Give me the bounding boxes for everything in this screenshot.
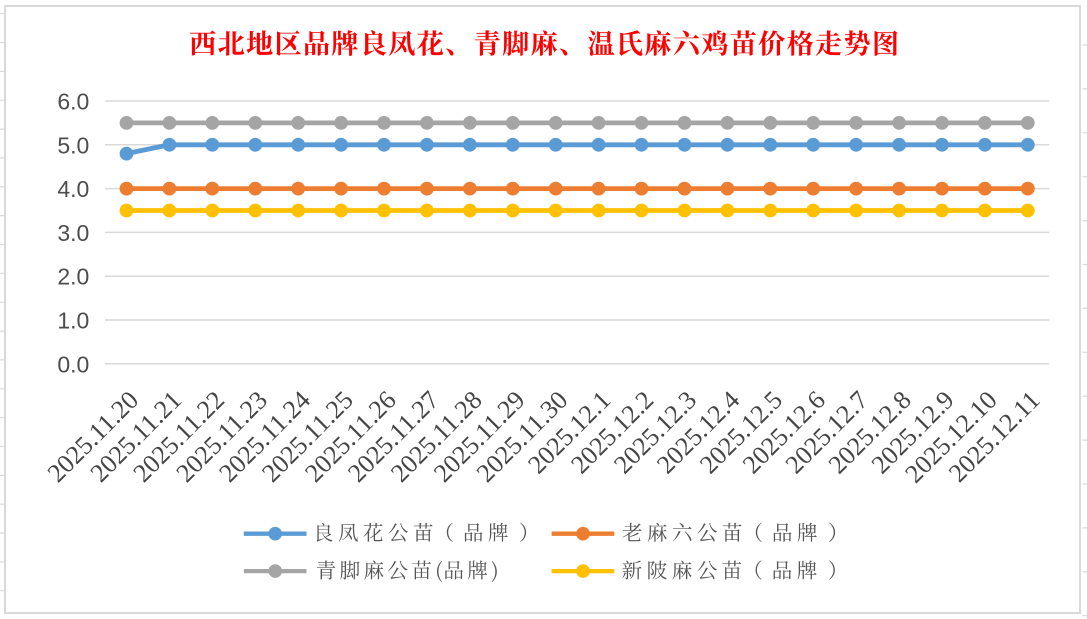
svg-text:4.0: 4.0 bbox=[57, 176, 89, 202]
svg-text:3.0: 3.0 bbox=[57, 220, 89, 246]
svg-text:6.0: 6.0 bbox=[57, 89, 89, 115]
svg-text:1.0: 1.0 bbox=[57, 308, 89, 334]
svg-text:5.0: 5.0 bbox=[57, 132, 89, 158]
svg-text:0.0: 0.0 bbox=[57, 351, 89, 377]
svg-text:2.0: 2.0 bbox=[57, 264, 89, 290]
